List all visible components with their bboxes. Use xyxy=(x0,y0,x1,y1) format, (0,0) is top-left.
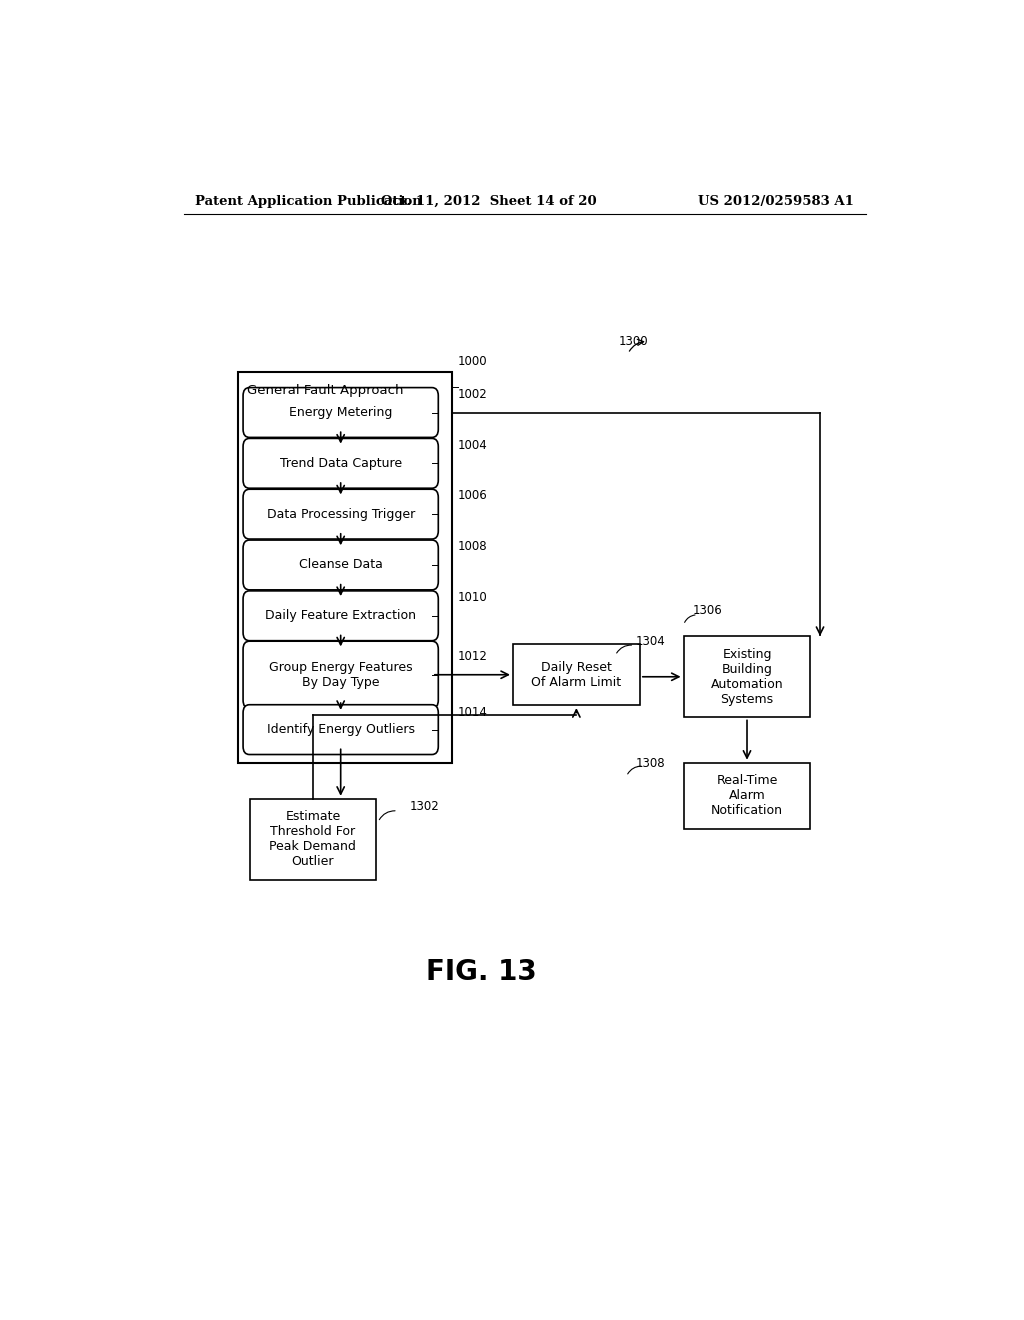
Bar xyxy=(684,636,811,718)
Text: 1008: 1008 xyxy=(458,540,487,553)
Text: 1010: 1010 xyxy=(458,591,487,605)
Text: Data Processing Trigger: Data Processing Trigger xyxy=(266,508,415,520)
Text: 1306: 1306 xyxy=(693,605,723,618)
Text: Energy Metering: Energy Metering xyxy=(289,407,392,418)
Text: Oct. 11, 2012  Sheet 14 of 20: Oct. 11, 2012 Sheet 14 of 20 xyxy=(381,194,597,207)
Text: Daily Feature Extraction: Daily Feature Extraction xyxy=(265,610,416,622)
Text: 1004: 1004 xyxy=(458,438,487,451)
Text: General Fault Approach: General Fault Approach xyxy=(247,384,403,397)
Bar xyxy=(238,372,452,763)
Text: US 2012/0259583 A1: US 2012/0259583 A1 xyxy=(698,194,854,207)
Text: Existing
Building
Automation
Systems: Existing Building Automation Systems xyxy=(711,648,783,706)
Text: FIG. 13: FIG. 13 xyxy=(426,957,537,986)
Text: Identify Energy Outliers: Identify Energy Outliers xyxy=(266,723,415,737)
Text: 1012: 1012 xyxy=(458,649,487,663)
Text: 1014: 1014 xyxy=(458,706,487,719)
Text: Cleanse Data: Cleanse Data xyxy=(299,558,383,572)
Text: Patent Application Publication: Patent Application Publication xyxy=(196,194,422,207)
Text: 1006: 1006 xyxy=(458,490,487,503)
Text: 1302: 1302 xyxy=(410,800,439,813)
Text: 1000: 1000 xyxy=(458,355,487,368)
Text: Trend Data Capture: Trend Data Capture xyxy=(280,457,401,470)
Text: 1002: 1002 xyxy=(458,388,487,401)
Text: 1308: 1308 xyxy=(636,756,666,770)
Text: 1300: 1300 xyxy=(618,335,648,348)
Text: Daily Reset
Of Alarm Limit: Daily Reset Of Alarm Limit xyxy=(531,661,622,689)
Text: Group Energy Features
By Day Type: Group Energy Features By Day Type xyxy=(269,661,413,689)
FancyBboxPatch shape xyxy=(243,642,438,709)
FancyBboxPatch shape xyxy=(243,591,438,640)
FancyBboxPatch shape xyxy=(243,438,438,488)
Text: Real-Time
Alarm
Notification: Real-Time Alarm Notification xyxy=(711,775,783,817)
Text: 1304: 1304 xyxy=(636,635,666,648)
FancyBboxPatch shape xyxy=(243,540,438,590)
FancyBboxPatch shape xyxy=(243,388,438,437)
Bar xyxy=(513,644,640,705)
Bar xyxy=(250,799,376,880)
FancyBboxPatch shape xyxy=(243,490,438,539)
Text: Estimate
Threshold For
Peak Demand
Outlier: Estimate Threshold For Peak Demand Outli… xyxy=(269,810,356,869)
Bar xyxy=(684,763,811,829)
FancyBboxPatch shape xyxy=(243,705,438,755)
